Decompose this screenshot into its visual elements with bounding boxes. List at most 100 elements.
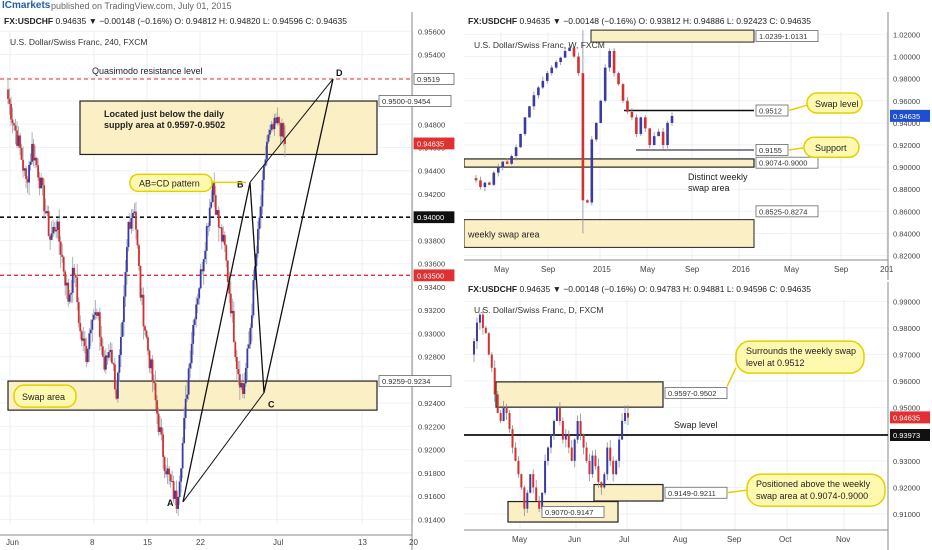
h4-candle-body [80,331,83,341]
daily-candle-body [627,413,629,418]
h4-candle-body [13,123,15,126]
weekly-candle-body [639,117,643,134]
h4-candle-body [174,490,177,499]
h4-candle-body [193,319,196,325]
h4-candle-body [159,427,161,432]
daily-last-price-label: 0.94635 [893,413,920,422]
weekly-ytick-label: 0.92000 [893,141,920,150]
h4-candle-body [237,369,240,375]
h4-candle-body [76,277,79,303]
h4-candle-body [199,269,202,289]
h4-candle-body [217,210,220,228]
daily-candle-body [529,474,532,493]
h4-candle-body [83,338,86,346]
h4-candle-body [77,302,80,323]
daily-tag-supply-label: 0.9597-0.9502 [668,389,716,398]
h4-candle-body [29,161,32,165]
daily-candle-body [523,487,526,509]
weekly-candle-body [537,87,540,96]
weekly-distinct-label-1: Distinct weekly [688,172,748,182]
weekly-subtitle: U.S. Dollar/Swiss Franc, W, FXCM [474,40,605,50]
daily-chart-panel[interactable]: 0.990000.980000.970000.960000.950000.940… [464,282,932,550]
h4-candle-body [103,356,106,370]
h4-candle-body [121,322,124,337]
h4-located-label-1: Located just below the daily [104,109,224,119]
h4-candle-body [178,481,181,498]
weekly-last-price-box [890,109,930,122]
daily-ytick-label: 0.99000 [893,297,920,306]
h4-ytick-label: 0.95400 [418,51,445,60]
weekly-candle-body [626,100,629,112]
daily-candle-body [576,420,579,440]
h4-candle-body [175,490,178,509]
weekly-tag-swap-box [755,104,789,117]
daily-candle-body [615,460,618,475]
h4-point-a-label: A [167,498,174,508]
h4-candle-body [253,266,256,281]
weekly-tag-low-box [755,205,819,218]
daily-ytick-label: 0.95000 [893,404,920,413]
weekly-xtick-label: May [640,265,655,274]
h4-candle-body [112,362,115,365]
daily-last-price-box [890,411,930,424]
weekly-candle-body [488,182,491,185]
daily-swap-price-box [890,428,930,441]
h4-candle-body [192,324,195,344]
h4-candle-body [104,355,107,370]
h4-candle-body [278,117,280,124]
h4-candle-body [61,254,64,257]
h4-supply-zone [79,100,378,156]
h4-point-b-label: B [237,179,244,189]
h4-candle-body [64,271,67,286]
daily-surround-label-1: Surrounds the weekly swap [746,346,856,356]
daily-tag-supply-box [664,387,728,399]
h4-candle-body [25,168,27,180]
h4-candle-body [238,374,241,388]
h4-candle-body [229,293,232,314]
h4-candle-body [34,157,36,161]
weekly-candle-body [590,139,594,203]
h4-candle-body [113,364,116,390]
h4-candle-body [169,474,172,482]
daily-candle-body [502,407,505,421]
daily-candle-body [567,434,570,448]
h4-chart-panel[interactable]: 0.956000.954000.952000.950000.948000.946… [0,12,460,550]
h4-ytick-label: 0.92000 [418,446,445,455]
daily-positioned-label-2: swap area at 0.9074-0.9000 [756,491,868,501]
h4-candle-body [281,123,283,137]
daily-candle-body [505,407,508,413]
daily-candle-body [508,413,511,429]
h4-candle-body [124,271,127,297]
h4-candle-body [257,229,259,254]
weekly-ytick-label: 0.94000 [893,119,920,128]
h4-candle-body [234,342,237,357]
h4-candle-body [141,294,143,298]
h4-tag-supply-label: 0.9500-0.9454 [382,97,430,106]
h4-candle-body [110,349,113,363]
h4-candle-body [129,221,131,229]
daily-surround-label-2: level at 0.9512 [746,358,805,368]
h4-candle-body [52,226,55,234]
daily-header: FX:USDCHF 0.94635 ▼ −0.00148 (−0.16%) O:… [468,284,811,294]
h4-candle-body [153,380,155,384]
h4-xtick-label: Jun [6,538,19,547]
h4-candle-body [177,497,180,509]
top-bar: ICmarkets published on TradingView.com, … [0,0,932,12]
h4-candle-body [26,179,29,183]
daily-swap-level-label: Swap level [674,420,718,430]
h4-candle-body [138,245,140,267]
daily-candle-body [561,420,564,440]
h4-candle-body [35,157,38,166]
weekly-chart-panel[interactable]: 1.02000 1.00000 0.98000 0.96000 0.94000 0.920… [464,12,932,280]
h4-candle-body [65,282,68,286]
h4-candle-body [157,413,160,432]
h4-candle-body [86,349,89,362]
weekly-candle-body [554,62,558,68]
daily-xtick-label: Jul [619,535,629,544]
h4-candle-body [270,124,273,130]
weekly-swap-callout-label: Swap level [815,99,859,109]
h4-candle-body [49,235,52,240]
weekly-candle-body [630,111,634,118]
daily-candle-body [473,341,475,355]
daily-candle-body [478,314,481,323]
